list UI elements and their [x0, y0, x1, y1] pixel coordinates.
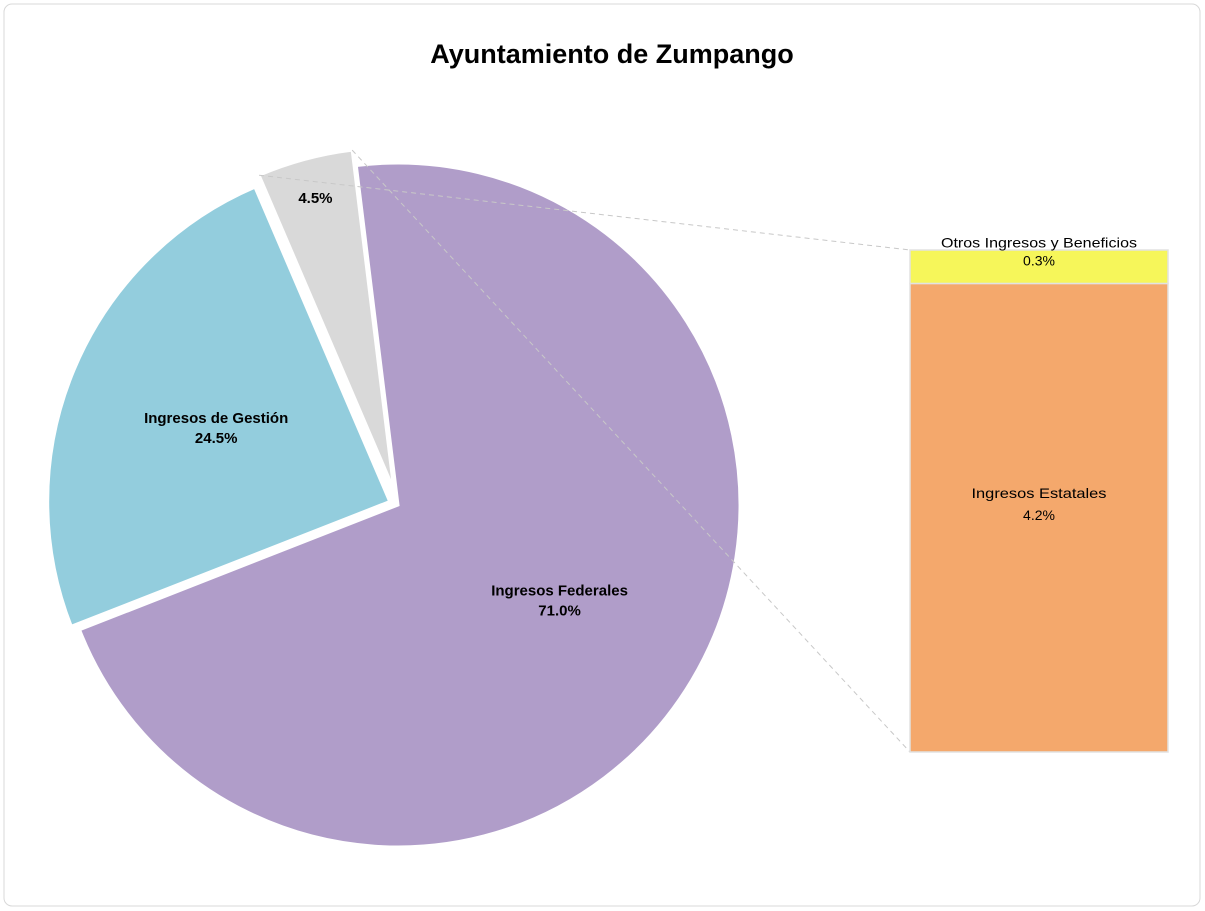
pie-slice	[46, 185, 392, 629]
slice-label: Ingresos de Gestión	[144, 410, 288, 427]
bar-segment	[909, 282, 1169, 753]
pie-slice	[77, 161, 742, 849]
data-label: 4.2%	[1023, 507, 1055, 523]
connector-line	[259, 174, 911, 251]
connector-line	[351, 149, 911, 753]
slice-label: Ingresos Federales	[491, 582, 628, 599]
bar-label: Otros Ingresos y Beneficios	[941, 235, 1137, 251]
chart-title: Ayuntamiento de Zumpango	[430, 39, 794, 69]
data-label: 24.5%	[195, 430, 238, 447]
data-label: 0.3%	[1023, 253, 1055, 269]
bar-label: Ingresos Estatales	[972, 485, 1107, 501]
bar-segment	[909, 249, 1169, 285]
data-label: 4.5%	[298, 190, 332, 207]
data-label: 71.0%	[538, 602, 581, 619]
